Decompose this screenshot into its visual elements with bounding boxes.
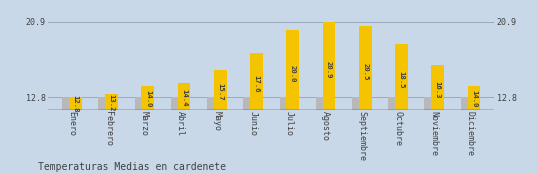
Bar bbox=[250, 53, 263, 110]
Bar bbox=[178, 82, 191, 110]
Bar bbox=[171, 97, 184, 110]
Bar bbox=[62, 97, 75, 110]
Bar bbox=[286, 30, 299, 110]
Bar bbox=[323, 22, 335, 110]
Text: 16.3: 16.3 bbox=[434, 81, 441, 98]
Text: 14.0: 14.0 bbox=[471, 90, 477, 108]
Text: 14.4: 14.4 bbox=[181, 89, 187, 106]
Bar bbox=[141, 86, 154, 110]
Text: 20.9: 20.9 bbox=[326, 61, 332, 79]
Text: 20.5: 20.5 bbox=[362, 63, 368, 81]
Bar bbox=[359, 26, 372, 110]
Bar bbox=[431, 65, 444, 110]
Bar bbox=[424, 97, 437, 110]
Text: 12.8: 12.8 bbox=[72, 95, 78, 113]
Text: 20.0: 20.0 bbox=[290, 65, 296, 83]
Text: 15.7: 15.7 bbox=[217, 83, 223, 101]
Text: Temperaturas Medias en cardenete: Temperaturas Medias en cardenete bbox=[38, 162, 226, 172]
Bar bbox=[207, 97, 220, 110]
Bar bbox=[461, 97, 474, 110]
Text: 17.6: 17.6 bbox=[253, 75, 259, 93]
Bar bbox=[468, 86, 480, 110]
Bar bbox=[395, 44, 408, 110]
Bar bbox=[316, 97, 329, 110]
Bar bbox=[69, 97, 82, 110]
Bar bbox=[135, 97, 147, 110]
Text: 18.5: 18.5 bbox=[398, 72, 404, 89]
Bar bbox=[388, 97, 401, 110]
Text: 14.0: 14.0 bbox=[145, 90, 151, 108]
Text: 13.2: 13.2 bbox=[108, 94, 114, 111]
Bar bbox=[352, 97, 365, 110]
Bar bbox=[105, 94, 118, 110]
Bar bbox=[98, 97, 111, 110]
Bar bbox=[214, 70, 227, 110]
Bar bbox=[280, 97, 292, 110]
Bar bbox=[243, 97, 256, 110]
